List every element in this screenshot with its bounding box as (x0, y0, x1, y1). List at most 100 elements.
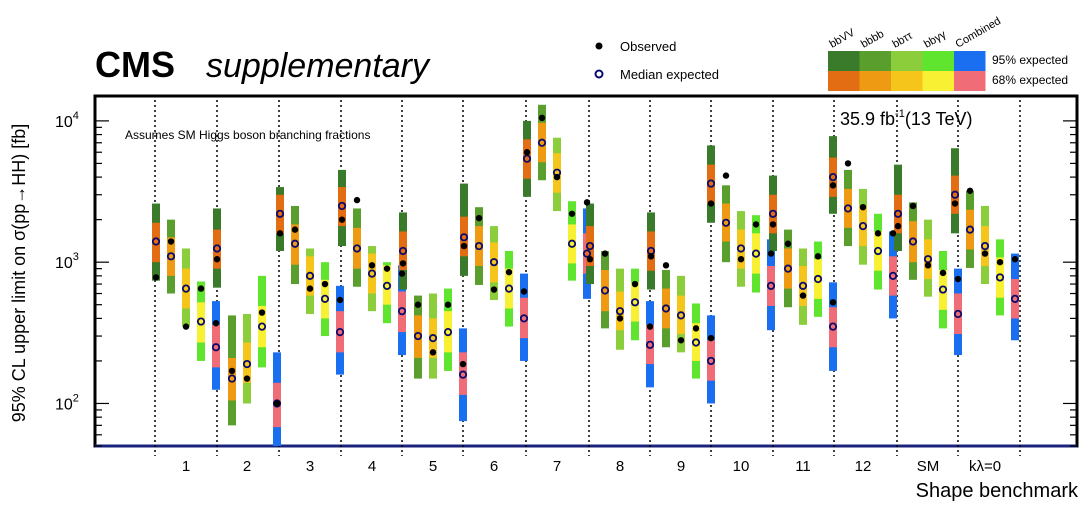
band-68 (939, 270, 947, 310)
observed-marker (966, 187, 974, 194)
legend-median-marker (594, 69, 604, 79)
observed-marker (601, 250, 609, 257)
marker-legend: Observed Median expected (594, 39, 719, 82)
band-68 (475, 226, 483, 266)
experiment-label: CMS (95, 44, 175, 85)
median-expected-marker (661, 304, 671, 313)
observed-marker (553, 173, 561, 181)
observed-marker (939, 269, 947, 277)
band-68 (737, 229, 745, 269)
median-expected-marker (337, 201, 347, 211)
median-expected-marker (858, 222, 868, 231)
band-68 (631, 282, 639, 322)
observed-marker (707, 200, 715, 207)
band-68 (212, 324, 220, 368)
band-68 (197, 302, 205, 343)
band-68 (368, 253, 376, 294)
median-expected-marker (980, 241, 990, 251)
observed-marker (505, 268, 513, 276)
band-68 (894, 194, 902, 234)
median-expected-marker (721, 218, 731, 227)
band-68 (767, 265, 775, 306)
median-expected-marker (950, 190, 960, 199)
y-tick-label: 103 (55, 251, 79, 272)
band-68 (306, 256, 314, 296)
median-expected-marker (938, 285, 948, 294)
band-68 (996, 257, 1004, 298)
band-68 (677, 295, 685, 335)
band-68 (951, 175, 959, 214)
observed-marker (167, 238, 175, 245)
legend-band68-swatch (891, 71, 923, 91)
median-expected-marker (766, 281, 776, 290)
median-expected-marker (630, 298, 640, 307)
x-tick-label: 11 (795, 458, 811, 475)
observed-marker (258, 309, 266, 316)
legend-observed-label: Observed (620, 39, 676, 54)
legend-channel-label: bbγγ (922, 28, 949, 50)
median-expected-marker (242, 359, 252, 369)
x-tick-label: 4 (368, 458, 376, 475)
median-expected-marker (458, 370, 468, 379)
x-tick-label: 1 (182, 458, 190, 475)
observed-marker (954, 275, 962, 283)
median-expected-marker (151, 237, 161, 246)
observed-marker (228, 367, 236, 375)
band-68 (383, 265, 391, 305)
band-68 (859, 205, 867, 247)
median-expected-marker (706, 356, 716, 366)
band-68 (799, 265, 807, 306)
median-expected-marker (428, 334, 438, 343)
observed-marker (996, 258, 1004, 266)
br-note: Assumes SM Higgs boson branching fractio… (125, 128, 370, 142)
band-68 (844, 188, 852, 228)
lumi-superscript: -1 (895, 108, 905, 120)
observed-marker (291, 226, 299, 233)
observed-marker (523, 149, 531, 156)
median-expected-marker (893, 209, 903, 218)
x-tick-label: SM (917, 458, 940, 475)
median-expected-marker (736, 244, 746, 253)
legend-band95-swatch (828, 51, 860, 71)
legend-band68-swatch (828, 71, 860, 91)
legend-band95-swatch (954, 51, 986, 71)
observed-marker (520, 288, 528, 295)
median-expected-marker (519, 314, 529, 323)
band-legend: bbVV bbbb bbττ bbγγ Combined 95% expected 68% … (828, 15, 1068, 91)
median-expected-marker (227, 374, 237, 383)
median-expected-marker (367, 269, 377, 278)
legend-band95-label: 95% expected (992, 53, 1068, 67)
limit-markers (151, 114, 1020, 408)
observed-marker (737, 255, 745, 263)
median-expected-marker (1010, 294, 1020, 303)
band-68 (1011, 279, 1019, 319)
median-expected-marker (196, 317, 206, 326)
median-expected-marker (585, 241, 595, 251)
median-expected-marker (783, 264, 793, 273)
energy-value: (13 TeV) (905, 109, 973, 129)
observed-marker (459, 360, 467, 368)
band-68 (707, 340, 715, 381)
observed-marker (197, 285, 205, 292)
x-tick-label: 3 (306, 458, 314, 475)
median-expected-marker (768, 209, 778, 218)
legend-band95-swatch (859, 51, 891, 71)
legend-observed-marker (595, 42, 603, 50)
legend-band68-label: 68% expected (992, 73, 1068, 87)
x-tick-label: 9 (677, 458, 685, 475)
x-tick-label: 12 (855, 458, 872, 475)
band-68 (616, 291, 624, 331)
observed-marker (829, 299, 837, 306)
observed-marker (583, 199, 591, 206)
band-68 (338, 187, 346, 227)
median-expected-marker (181, 284, 191, 293)
legend-median-label: Median expected (620, 67, 719, 82)
band-68 (874, 231, 882, 271)
observed-marker (767, 250, 775, 257)
observed-marker (321, 280, 329, 288)
median-expected-marker (397, 307, 407, 316)
median-expected-marker (995, 273, 1005, 282)
observed-marker (460, 242, 468, 250)
band-68 (924, 239, 932, 280)
band-68 (752, 233, 760, 274)
